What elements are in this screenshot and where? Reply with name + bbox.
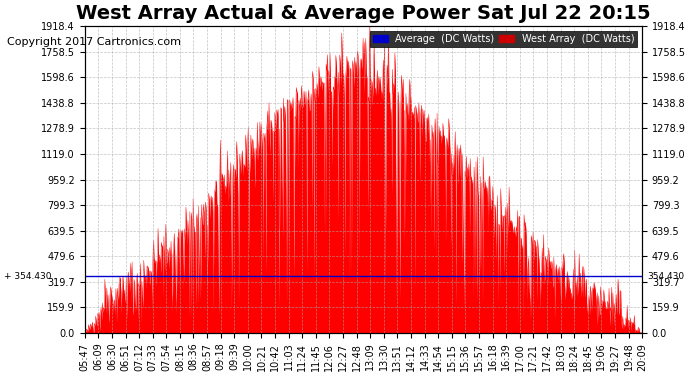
Text: 354.430: 354.430	[648, 272, 684, 281]
Text: Copyright 2017 Cartronics.com: Copyright 2017 Cartronics.com	[7, 37, 181, 47]
Text: + 354.430: + 354.430	[4, 272, 52, 281]
Legend: Average  (DC Watts), West Array  (DC Watts): Average (DC Watts), West Array (DC Watts…	[370, 31, 638, 47]
Title: West Array Actual & Average Power Sat Jul 22 20:15: West Array Actual & Average Power Sat Ju…	[76, 4, 651, 23]
